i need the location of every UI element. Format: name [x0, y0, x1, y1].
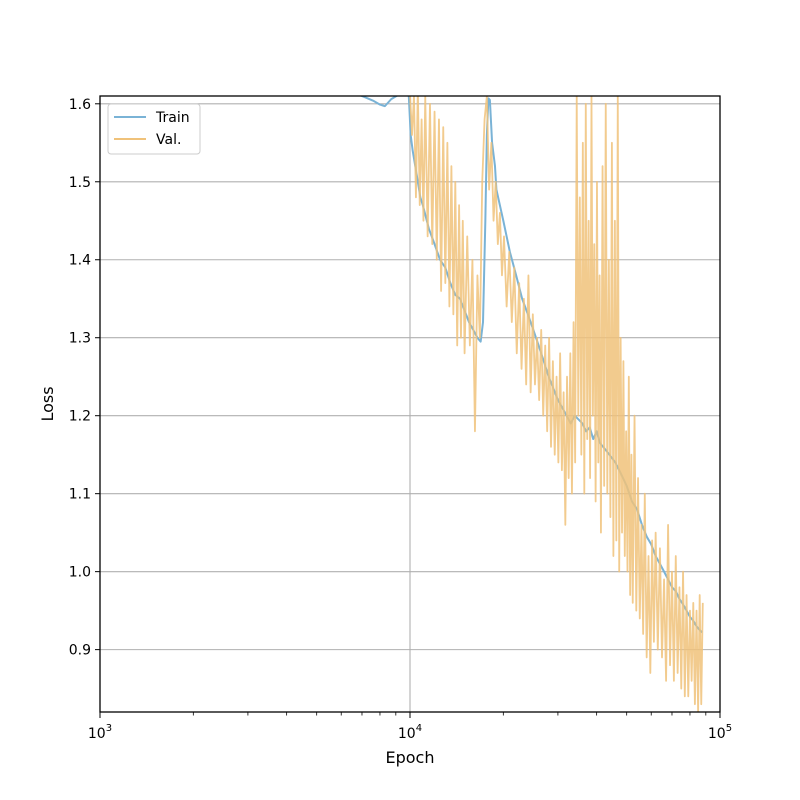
series-group: [359, 96, 704, 712]
y-tick-label: 1.5: [69, 175, 91, 191]
y-tick-label: 1.4: [69, 253, 91, 269]
y-tick-label: 1.0: [69, 565, 91, 581]
legend: Train Val.: [107, 103, 201, 155]
y-tick-label: 1.2: [69, 409, 91, 425]
y-axis-label: Loss: [38, 386, 57, 421]
y-tick-label: 1.3: [69, 331, 91, 347]
legend-label: Train: [155, 110, 190, 126]
series-line-val: [409, 96, 704, 712]
y-tick-label: 1.6: [69, 97, 91, 113]
x-axis-label: Epoch: [386, 748, 435, 767]
y-tick-label: 0.9: [69, 643, 91, 659]
y-tick-label: 1.1: [69, 487, 91, 503]
legend-label: Val.: [156, 132, 181, 148]
